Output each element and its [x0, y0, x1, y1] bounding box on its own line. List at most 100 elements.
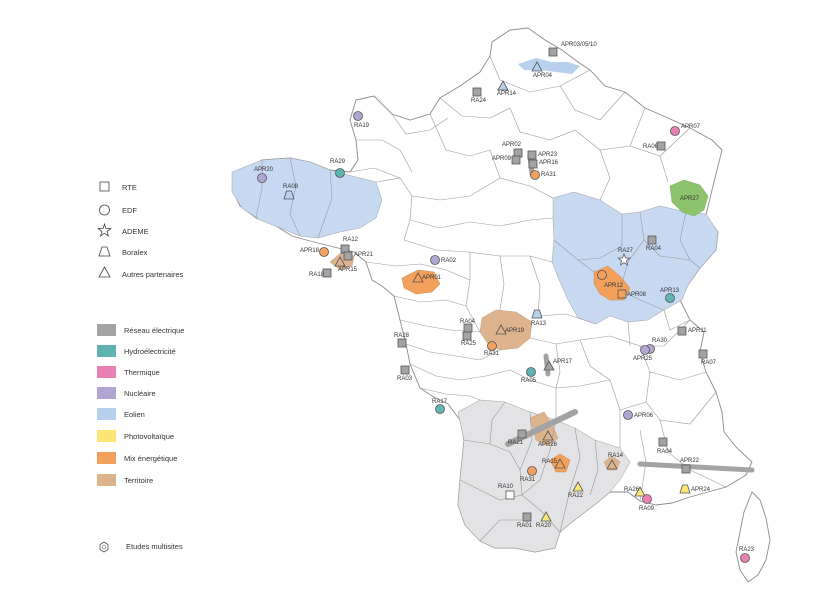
legend-swatch-thermique — [97, 366, 116, 378]
site-label: RA23 — [739, 547, 755, 553]
site-label: RA13 — [531, 321, 547, 327]
site-ra10: RA10 — [498, 484, 515, 500]
site-ra04: RA04 — [657, 437, 673, 455]
site-apr11: APR11 — [677, 326, 707, 336]
site-label: APR06 — [634, 413, 654, 419]
legend-circle-icon — [99, 204, 110, 216]
square-icon — [681, 464, 691, 474]
circle-icon — [527, 466, 537, 476]
circle-icon — [430, 255, 440, 265]
trapezoid-icon — [531, 309, 543, 319]
circle-icon — [435, 404, 445, 414]
square-icon — [322, 268, 332, 278]
site-apr15: APR15 — [334, 256, 358, 273]
triangle-icon — [495, 324, 507, 335]
site-label: RA30 — [652, 338, 668, 344]
site-label: RA04 — [657, 449, 673, 455]
site-apr26: APR26 — [538, 430, 558, 448]
trapezoid-icon — [679, 484, 691, 494]
square-icon — [528, 159, 538, 169]
site-apr03-05-10: APR03/05/10 — [548, 42, 597, 57]
site-ra27: RA27 — [617, 248, 634, 266]
circle-icon — [640, 345, 650, 355]
legend-theme-eolien: Eolien — [124, 410, 145, 419]
site-label: APR22 — [680, 458, 700, 464]
site-label: RA05 — [521, 378, 537, 384]
site-label: APR03/05/10 — [561, 42, 597, 48]
legend-theme-territoire: Territoire — [124, 476, 153, 485]
site-apr23: APR23 — [527, 150, 558, 160]
circle-icon — [487, 341, 497, 351]
site-label: APR11 — [688, 328, 707, 334]
site-label: APR17 — [553, 359, 573, 365]
triangle-icon — [542, 430, 554, 441]
star-icon — [617, 252, 631, 266]
site-label: APR25 — [633, 356, 653, 362]
legend-swatch-nucleaire — [97, 387, 116, 399]
site-label: RA26 — [624, 487, 640, 493]
square-icon — [462, 331, 472, 341]
site-ra28: RA28 — [394, 333, 410, 348]
square-icon — [463, 323, 473, 333]
site-ra05: RA05 — [521, 367, 537, 384]
site-apr24: APR24 — [679, 484, 711, 494]
square-icon — [677, 326, 687, 336]
square-icon — [472, 87, 482, 97]
square-icon — [397, 338, 407, 348]
legend-swatch-eolien — [97, 408, 116, 420]
site-label: RA04 — [460, 319, 476, 325]
legend-swatch-reseau — [97, 324, 116, 336]
square-icon — [505, 490, 515, 500]
department-lines — [255, 55, 727, 542]
site-apr19: APR19 — [495, 324, 525, 335]
square-icon — [617, 289, 627, 299]
site-ra19: RA19 — [353, 111, 370, 129]
site-apr27: APR27 — [680, 196, 700, 202]
site-label: APR14 — [497, 91, 517, 97]
site-ra22: RA22 — [568, 481, 584, 499]
legend-multisite: Etudes multisites — [99, 541, 183, 553]
site-ra06: RA06 — [643, 141, 666, 151]
triangle-icon — [412, 272, 424, 283]
site-label: RA10 — [498, 484, 514, 490]
square-icon — [647, 235, 657, 245]
triangle-icon — [497, 80, 509, 91]
site-label: RA29 — [330, 159, 346, 165]
site-apr14: APR14 — [497, 80, 517, 97]
site-label: APR12 — [604, 283, 624, 289]
site-label: RA01 — [517, 523, 533, 529]
legend-trapezoid-icon — [98, 246, 111, 257]
legend-partner-edf: EDF — [122, 206, 137, 215]
triangle-icon — [572, 481, 584, 492]
legend-partner-autres: Autres partenaires — [122, 270, 184, 279]
triangle-icon — [606, 459, 618, 470]
legend-themes: Réseau électrique Hydroélectricité Therm… — [97, 324, 184, 486]
triangle-icon — [554, 458, 566, 469]
site-markers: APR03/05/10 APR04 APR14 RA24 RA19 APR07 RA06 AP… — [254, 42, 755, 563]
site-ra14: RA14 — [606, 453, 624, 470]
legend-theme-thermique: Thermique — [124, 368, 160, 377]
site-apr07: APR07 — [670, 124, 701, 136]
site-label: RA25 — [461, 341, 477, 347]
legend-theme-mix: Mix énergétique — [124, 454, 177, 463]
site-label: APR09 — [492, 156, 512, 162]
site-apr12: APR12 — [597, 270, 624, 289]
site-label: APR16 — [539, 160, 559, 166]
site-ra15: RA15 — [542, 458, 566, 469]
circle-icon — [526, 367, 536, 377]
site-ra04: RA04 — [646, 235, 662, 252]
site-label: RA06 — [643, 144, 659, 150]
site-label: APR27 — [680, 196, 700, 202]
site-ra08: RA08 — [283, 184, 299, 200]
trapezoid-icon — [283, 190, 295, 200]
site-label: RA08 — [283, 184, 299, 190]
site-label: RA15 — [542, 459, 558, 465]
site-ra03: RA03 — [397, 365, 413, 382]
corridor-ra21 — [505, 409, 578, 447]
site-label: APR08 — [627, 292, 647, 298]
site-apr06: APR06 — [623, 410, 654, 420]
site-label: RA14 — [608, 453, 624, 459]
circle-icon — [740, 553, 750, 563]
site-label: APR18 — [300, 248, 320, 254]
site-ra29: RA29 — [330, 159, 346, 178]
